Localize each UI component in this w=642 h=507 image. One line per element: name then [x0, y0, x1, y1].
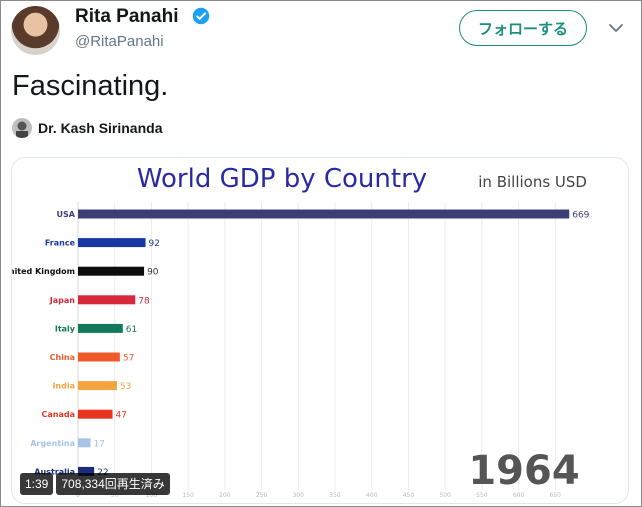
x-tick-label: 650	[550, 492, 562, 499]
x-tick-label: 400	[366, 492, 378, 499]
video-duration: 1:39	[20, 473, 54, 495]
bar-value-label: 90	[147, 268, 159, 278]
chart-title: World GDP by Country	[137, 164, 427, 194]
bar-category-label: Italy	[55, 324, 76, 333]
bar-category-label: Japan	[49, 296, 76, 305]
bar	[78, 295, 136, 305]
bar-value-label: 22	[97, 468, 108, 478]
avatar[interactable]	[11, 6, 60, 55]
bar-category-label: Argentina	[30, 439, 75, 448]
bar-value-label: 17	[93, 439, 104, 449]
x-tick-label: 0	[76, 492, 80, 499]
chart-subtitle: in Billions USD	[478, 173, 587, 191]
bar	[78, 209, 570, 219]
bar	[78, 381, 117, 391]
x-tick-label: 550	[476, 492, 488, 499]
bar-value-label: 57	[123, 354, 134, 364]
gdp-bar-chart: World GDP by Country in Billions USD 0 50…	[12, 164, 590, 499]
credit-avatar-icon	[12, 118, 32, 138]
bar	[78, 466, 95, 476]
bar-category-label: India	[52, 382, 75, 391]
bar-value-label: 78	[138, 296, 150, 306]
bar-category-label: Australia	[34, 467, 75, 476]
bar-value-label: 61	[126, 325, 137, 335]
tweet-text: Fascinating.	[12, 70, 169, 102]
x-tick-label: 200	[219, 492, 231, 499]
bar	[78, 409, 113, 419]
bar-category-label: United Kingdom	[12, 267, 75, 276]
display-name[interactable]: Rita Panahi	[75, 6, 179, 27]
x-tick-label: 600	[513, 492, 525, 499]
x-tick-label: 100	[146, 492, 158, 499]
bar	[78, 266, 145, 276]
follow-button[interactable]: フォローする	[459, 10, 587, 46]
view-count: 708,334回再生済み	[56, 473, 170, 495]
bar-value-label: 47	[116, 411, 127, 421]
verified-badge-icon	[192, 7, 210, 25]
year-label: 1964	[468, 448, 579, 494]
bar	[78, 238, 146, 248]
bar	[78, 352, 120, 362]
bar-value-label: 92	[149, 239, 160, 249]
x-tick-label: 150	[182, 492, 194, 499]
bar-value-label: 669	[572, 211, 589, 221]
x-tick-label: 50	[111, 492, 119, 499]
chevron-down-icon[interactable]	[608, 20, 624, 36]
x-tick-label: 450	[403, 492, 415, 499]
video-player[interactable]: World GDP by Country in Billions USD 0 50…	[11, 157, 629, 504]
bar-category-label: USA	[57, 210, 76, 219]
x-tick-label: 300	[293, 492, 305, 499]
bar-category-label: France	[45, 239, 76, 248]
x-tick-label: 350	[329, 492, 341, 499]
video-badge: 1:39 708,334回再生済み	[20, 473, 170, 495]
user-handle[interactable]: @RitaPanahi	[75, 33, 164, 50]
x-tick-label: 500	[439, 492, 451, 499]
bar-category-label: China	[50, 353, 75, 362]
credit-name[interactable]: Dr. Kash Sirinanda	[38, 120, 163, 136]
x-tick-label: 250	[256, 492, 268, 499]
bar-category-label: Canada	[42, 410, 76, 419]
bar	[78, 438, 91, 448]
bar	[78, 323, 123, 333]
bar-value-label: 53	[120, 382, 131, 392]
